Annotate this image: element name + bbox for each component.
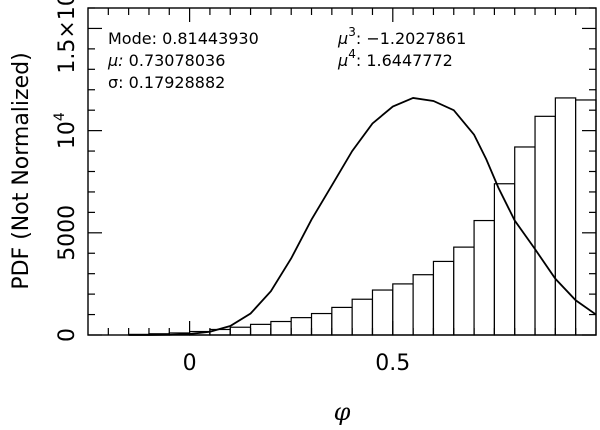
- histogram-bar: [554, 97, 577, 336]
- mean-annotation: μ: 0.73078036: [107, 51, 225, 70]
- skewness-annotation: μ3: −1.2027861: [337, 25, 466, 48]
- histogram-bar: [249, 323, 272, 336]
- y-tick-label: 1.5×104: [52, 0, 80, 74]
- y-tick-label: 0: [55, 328, 80, 342]
- histogram-bar: [351, 298, 374, 336]
- histogram-bar: [270, 320, 292, 336]
- kurtosis-annotation: μ4: 1.6447772: [337, 47, 453, 70]
- histogram-bar: [229, 326, 252, 336]
- sigma-annotation: σ: 0.17928882: [108, 73, 225, 92]
- histogram-bar: [310, 312, 333, 336]
- axis-ticks: [88, 7, 596, 336]
- histogram-bar: [514, 146, 536, 336]
- y-tick-labels: 0 5000 104 1.5×104: [52, 0, 80, 342]
- histogram-bar: [412, 274, 435, 336]
- stats-annotations: Mode: 0.81443930 μ: 0.73078036 σ: 0.1792…: [107, 25, 466, 92]
- x-axis-title: φ: [334, 398, 351, 426]
- mode-annotation: Mode: 0.81443930: [108, 29, 259, 48]
- histogram-bar: [534, 115, 556, 336]
- histogram-bar: [371, 289, 394, 336]
- histogram-bar: [331, 306, 353, 336]
- histogram-bar: [575, 99, 597, 336]
- y-axis-title: PDF (Not Normalized): [9, 52, 34, 289]
- y-tick-label: 5000: [55, 205, 80, 261]
- histogram-bar: [453, 246, 475, 336]
- x-tick-label: 0: [183, 351, 197, 376]
- histogram-bar: [290, 317, 313, 336]
- x-tick-label: 0.5: [375, 351, 410, 376]
- x-tick-labels: 0 0.5: [183, 351, 411, 376]
- histogram-bar: [493, 183, 516, 336]
- histogram-bar: [432, 260, 455, 336]
- histogram-bar: [473, 219, 495, 336]
- histogram-bar: [392, 283, 414, 336]
- histogram-bars: [128, 97, 597, 336]
- y-tick-label: 104: [52, 112, 80, 149]
